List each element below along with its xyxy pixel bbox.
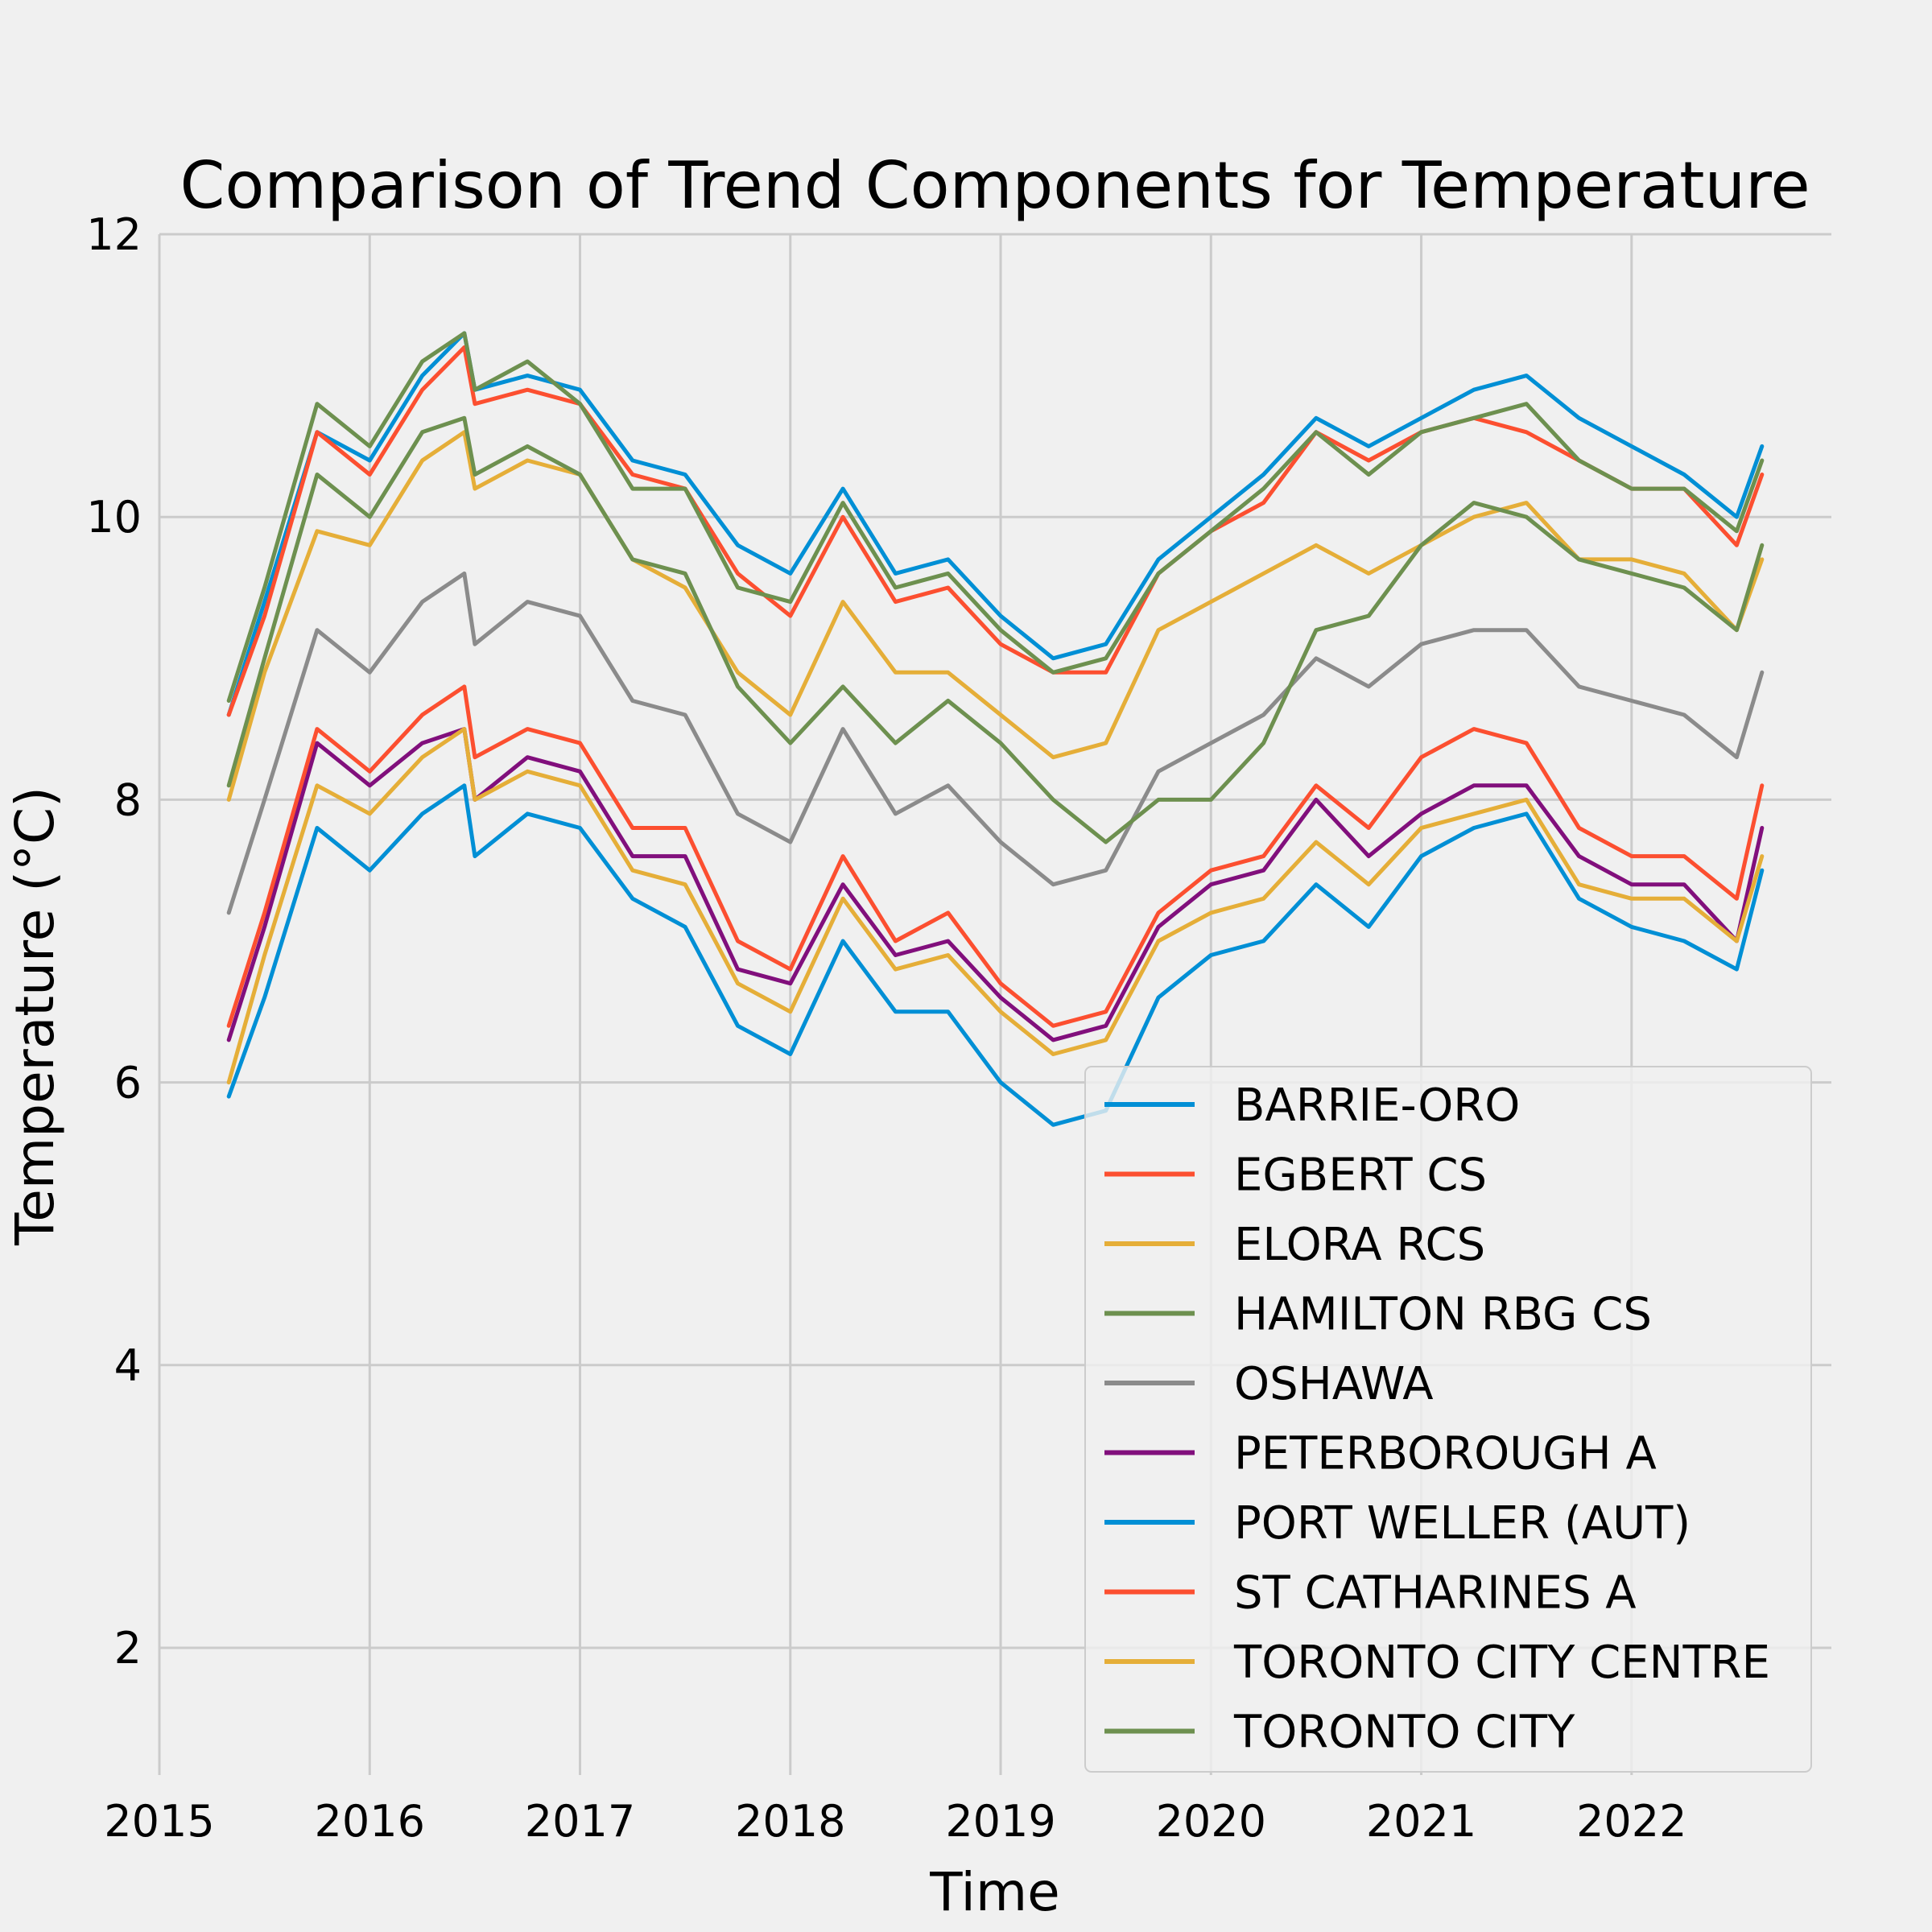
y-tick-label: 4: [114, 1340, 142, 1391]
legend: BARRIE-ORO EGBERT CS ELORA RCS HAMILTON RBG…: [1084, 1066, 1812, 1773]
legend-label: ST CATHARINES A: [1234, 1567, 1637, 1620]
series-line-8: [226, 727, 1765, 1085]
y-tick-label: 12: [86, 209, 142, 260]
chart-title: Comparison of Trend Components for Tempe…: [180, 148, 1810, 223]
series-line-1: [226, 345, 1765, 717]
series-line-7: [226, 684, 1765, 1028]
x-tick-label: 2018: [735, 1796, 845, 1847]
y-axis-ticks: 2 4 6 8 10 12: [86, 209, 142, 1674]
legend-label: PETERBOROUGH A: [1234, 1428, 1657, 1480]
x-tick-label: 2015: [104, 1796, 214, 1847]
x-tick-label: 2020: [1156, 1796, 1266, 1847]
legend-label: ELORA RCS: [1234, 1219, 1485, 1271]
y-tick-label: 2: [114, 1623, 142, 1674]
legend-label: OSHAWA: [1234, 1358, 1434, 1410]
legend-box: [1084, 1066, 1812, 1773]
legend-label: PORT WELLER (AUT): [1234, 1497, 1690, 1550]
legend-label: EGBERT CS: [1234, 1150, 1487, 1202]
legend-label: TORONTO CITY CENTRE: [1233, 1637, 1770, 1689]
y-axis-label: Temperature (°C): [4, 786, 66, 1246]
x-axis-ticks: 2015 2016 2017 2018 2019 2020 2021 2022: [104, 1796, 1686, 1847]
series-line-3: [226, 331, 1765, 703]
legend-label: HAMILTON RBG CS: [1234, 1289, 1652, 1341]
x-tick-label: 2017: [525, 1796, 635, 1847]
series-line-6: [226, 783, 1765, 1127]
series-line-2: [226, 430, 1765, 802]
y-tick-label: 10: [86, 492, 142, 543]
x-tick-label: 2016: [315, 1796, 425, 1847]
x-tick-label: 2022: [1576, 1796, 1686, 1847]
y-tick-label: 8: [114, 774, 142, 825]
series-lines: [226, 331, 1765, 1127]
series-line-9: [226, 415, 1765, 844]
x-tick-label: 2021: [1366, 1796, 1476, 1847]
y-tick-label: 6: [114, 1058, 142, 1108]
legend-label: BARRIE-ORO: [1234, 1080, 1520, 1132]
x-axis-label: Time: [929, 1861, 1060, 1923]
x-tick-label: 2019: [945, 1796, 1055, 1847]
legend-label: TORONTO CITY: [1233, 1707, 1575, 1759]
legend-items: BARRIE-ORO EGBERT CS ELORA RCS HAMILTON RBG…: [1104, 1080, 1770, 1759]
series-line-4: [226, 571, 1765, 915]
